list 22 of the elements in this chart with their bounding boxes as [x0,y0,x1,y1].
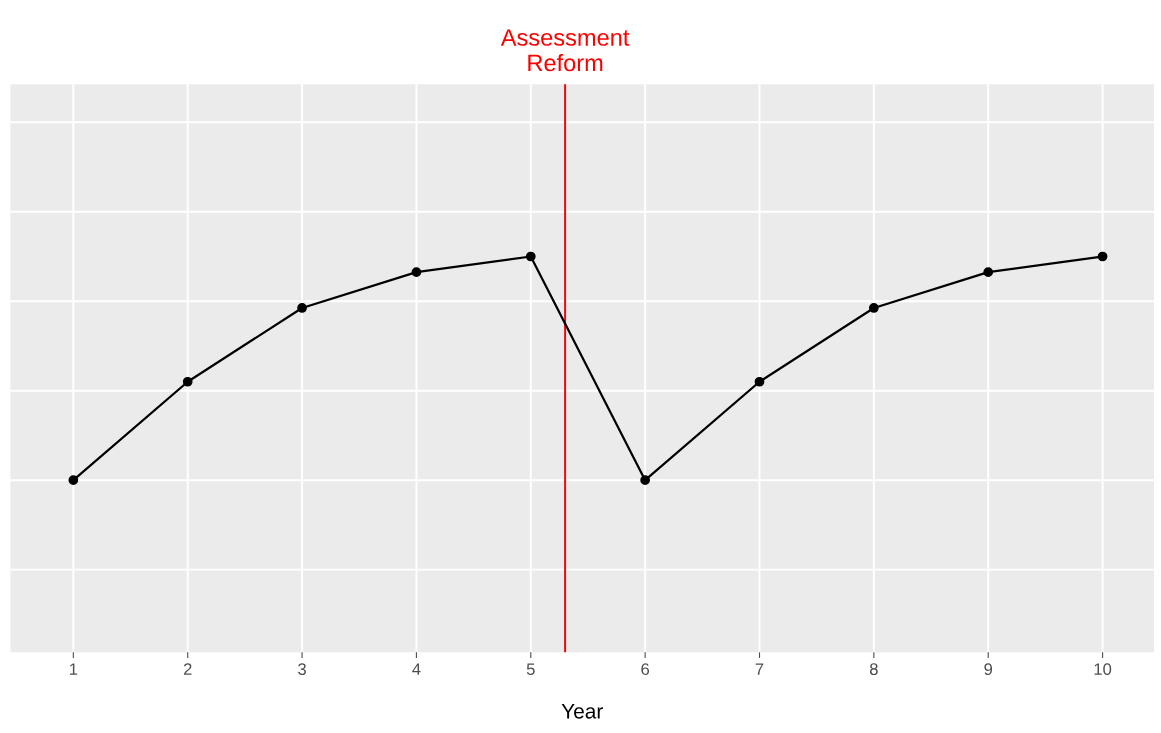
x-tick-label: 9 [984,663,993,676]
ref-line-label: Assessment Reform [500,29,630,72]
point [182,376,193,387]
x-tick-label: 8 [869,663,878,676]
point [640,475,651,486]
x-tick-label: 10 [1094,663,1112,676]
x-tick-label: 7 [755,663,764,675]
x-tick-label: 6 [641,663,650,676]
point [868,303,879,313]
point [525,251,536,262]
x-tick-label: 5 [526,663,535,676]
point [297,303,307,313]
x-tick-label: 2 [183,663,192,675]
point [983,267,994,278]
x-tick-label: 1 [69,663,78,675]
point [1097,251,1108,262]
point [754,376,765,387]
x-tick-label: 3 [298,663,306,676]
x-tick-label: 4 [412,663,421,675]
point [68,475,79,486]
x-axis-title: Year [561,704,603,719]
point [411,267,422,278]
